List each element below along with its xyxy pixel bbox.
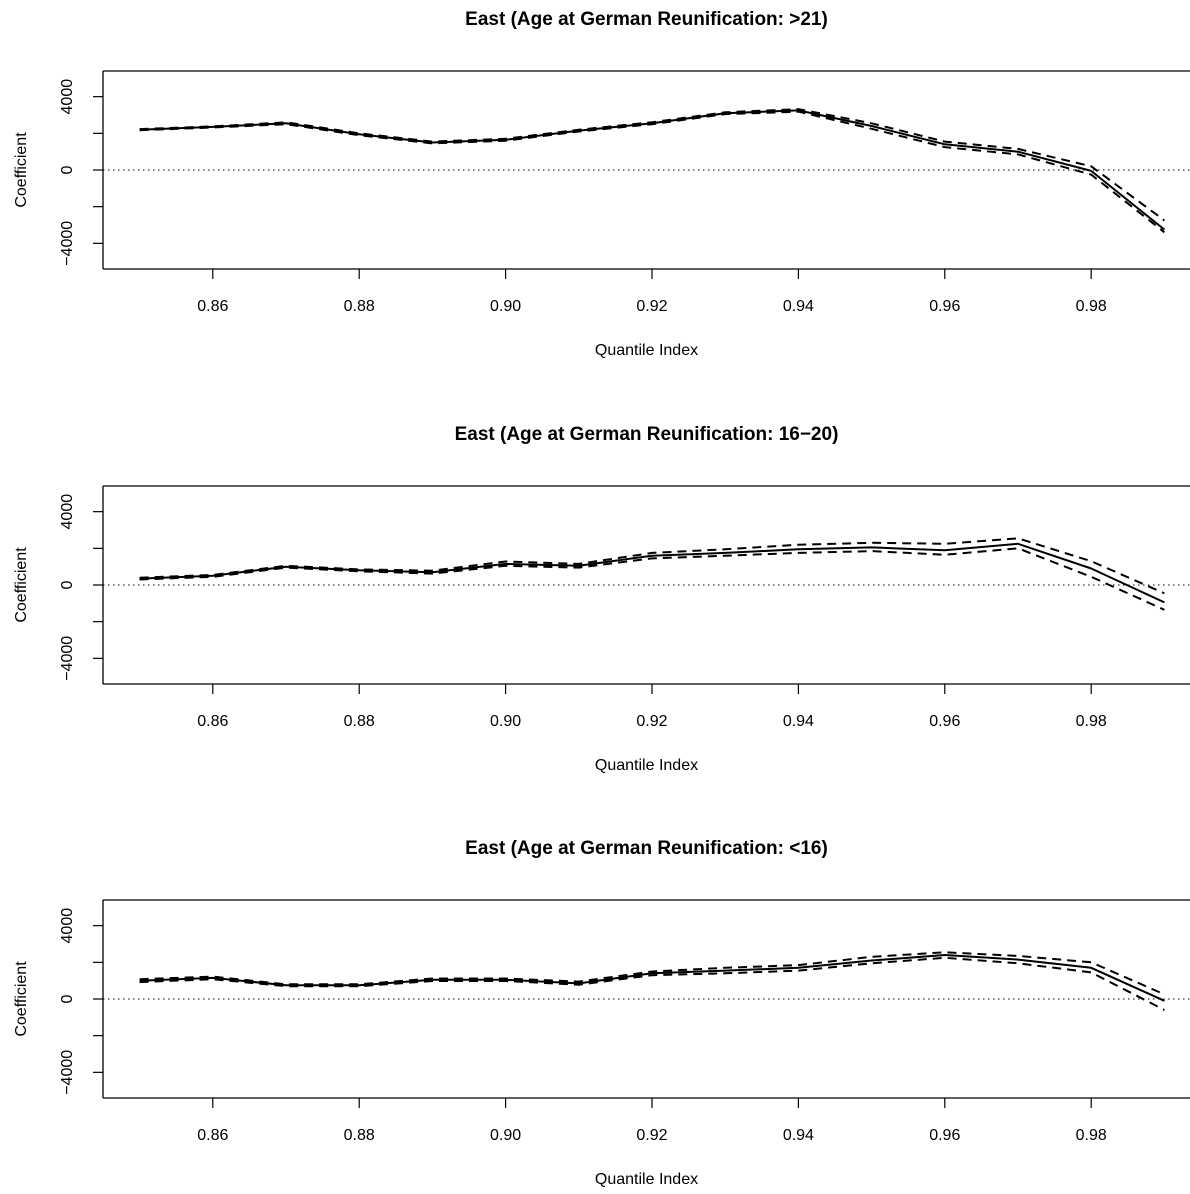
- chart-panel-1: East (Age at German Reunification: >21) 0…: [13, 9, 1190, 359]
- y-tick-label: −4000: [59, 1050, 76, 1095]
- y-tick-label: 4000: [59, 908, 76, 944]
- y-axis-label: Coefficient: [13, 132, 30, 208]
- y-axis-label: Coefficient: [13, 547, 30, 623]
- y-axis-label: Coefficient: [13, 961, 30, 1037]
- x-tick-label: 0.88: [344, 713, 375, 730]
- y-tick-label: 0: [59, 165, 76, 174]
- x-tick-label: 0.86: [197, 713, 228, 730]
- series-line-lower: [139, 956, 1165, 1011]
- y-tick-label: 4000: [59, 79, 76, 115]
- x-tick-label: 0.92: [636, 1127, 667, 1144]
- y-tick-label: −4000: [59, 221, 76, 266]
- chart-title: East (Age at German Reunification: 16−20…: [455, 424, 839, 445]
- x-axis-label: Quantile Index: [595, 1171, 698, 1188]
- y-tick-label: 0: [59, 994, 76, 1003]
- x-tick-label: 0.94: [783, 1127, 814, 1144]
- chart-panel-2: East (Age at German Reunification: 16−20…: [13, 424, 1190, 774]
- x-axis-label: Quantile Index: [595, 757, 698, 774]
- x-tick-label: 0.90: [490, 1127, 521, 1144]
- x-tick-label: 0.92: [636, 713, 667, 730]
- x-tick-label: 0.96: [929, 1127, 960, 1144]
- x-tick-label: 0.96: [929, 298, 960, 315]
- y-tick-label: −4000: [59, 636, 76, 681]
- x-tick-label: 0.90: [490, 298, 521, 315]
- chart-title: East (Age at German Reunification: <16): [465, 838, 828, 859]
- y-tick-label: 0: [59, 580, 76, 589]
- series-line-lower: [139, 547, 1165, 611]
- x-tick-label: 0.98: [1076, 1127, 1107, 1144]
- series-line-lower: [139, 110, 1166, 234]
- series-line-upper: [139, 108, 1165, 222]
- x-tick-label: 0.92: [636, 298, 667, 315]
- series-line-upper: [139, 951, 1165, 996]
- x-axis-label: Quantile Index: [595, 342, 698, 359]
- x-tick-label: 0.90: [490, 713, 521, 730]
- x-tick-label: 0.96: [929, 713, 960, 730]
- x-tick-label: 0.98: [1076, 713, 1107, 730]
- x-tick-label: 0.98: [1076, 298, 1107, 315]
- x-tick-label: 0.88: [344, 1127, 375, 1144]
- x-tick-label: 0.86: [197, 298, 228, 315]
- series-line-upper: [139, 537, 1165, 595]
- x-tick-label: 0.94: [783, 713, 814, 730]
- chart-title: East (Age at German Reunification: >21): [465, 9, 828, 30]
- x-tick-label: 0.88: [344, 298, 375, 315]
- y-tick-label: 4000: [59, 494, 76, 530]
- x-tick-label: 0.86: [197, 1127, 228, 1144]
- x-tick-label: 0.94: [783, 298, 814, 315]
- chart-panel-3: East (Age at German Reunification: <16) 0…: [13, 838, 1190, 1188]
